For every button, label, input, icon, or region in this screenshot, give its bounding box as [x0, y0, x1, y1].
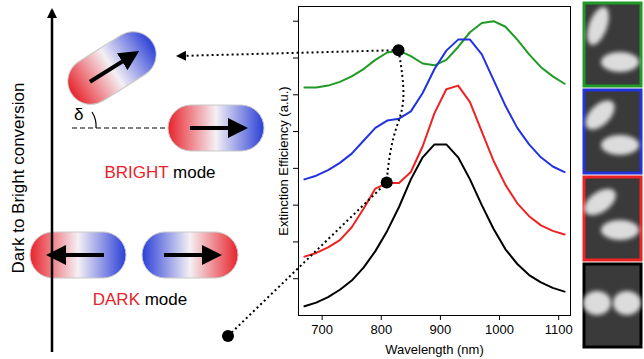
svg-text:700: 700: [311, 322, 333, 337]
svg-text:DARK mode: DARK mode: [93, 290, 187, 309]
svg-text:Extinction Efficiency (a.u.): Extinction Efficiency (a.u.): [276, 86, 291, 235]
svg-text:900: 900: [430, 322, 452, 337]
svg-text:1100: 1100: [545, 322, 573, 337]
svg-text:δ: δ: [74, 105, 83, 124]
svg-text:Wavelength (nm): Wavelength (nm): [385, 342, 484, 357]
svg-text:Dark to Bright conversion: Dark to Bright conversion: [9, 83, 28, 274]
svg-text:800: 800: [370, 322, 392, 337]
svg-text:BRIGHT mode: BRIGHT mode: [104, 163, 215, 182]
svg-text:1000: 1000: [485, 322, 514, 337]
